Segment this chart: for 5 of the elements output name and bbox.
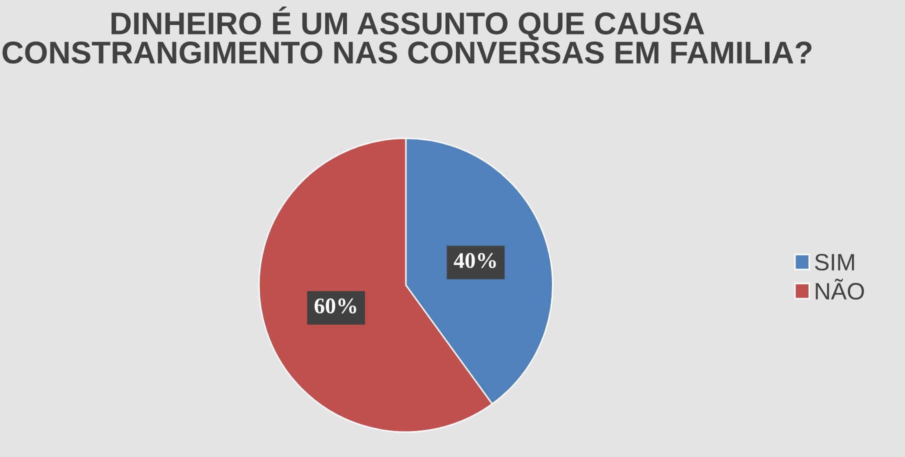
chart-title: DINHEIRO É UM ASSUNTO QUE CAUSA CONSTRANGIMENTO NAS CONVERSAS EM FAMILIA?: [2, 6, 812, 64]
data-label: 40%: [454, 253, 496, 268]
legend-label: SIM: [814, 254, 854, 271]
data-label: 60%: [314, 298, 356, 314]
legend-label: NÃO: [816, 278, 864, 300]
